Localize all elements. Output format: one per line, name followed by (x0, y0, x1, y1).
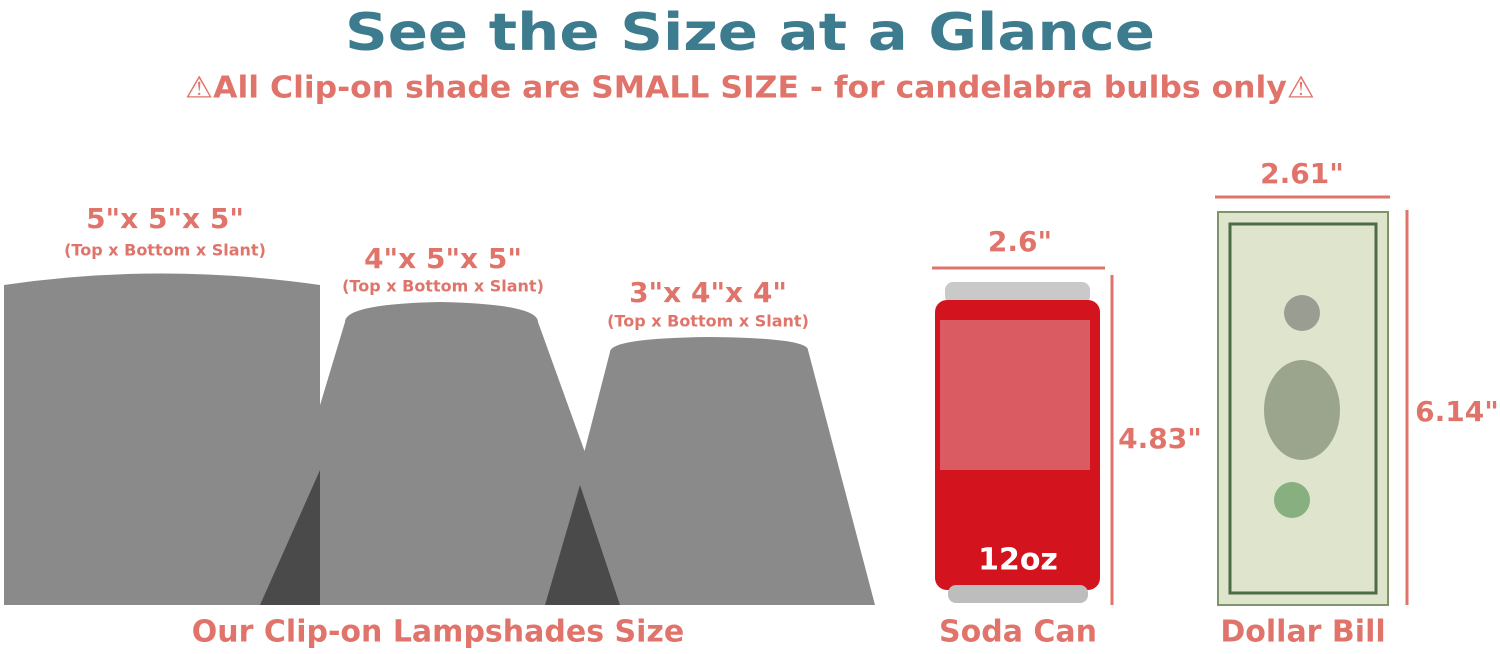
caption: Our Clip-on Lampshades Size (192, 615, 684, 650)
can-bottom (948, 585, 1088, 603)
can-body (935, 300, 1100, 590)
shade-size: 4"x 5"x 5" (364, 242, 522, 275)
shade-large (4, 273, 320, 605)
can-height: 4.83" (1118, 422, 1202, 455)
shade-note: (Top x Bottom x Slant) (64, 241, 266, 260)
shade-note: (Top x Bottom x Slant) (607, 312, 809, 331)
shade-small (545, 337, 875, 605)
title: See the Size at a Glance (345, 3, 1155, 63)
bill-seal (1284, 295, 1320, 331)
bill-border (1228, 222, 1378, 595)
shade-overlap (260, 470, 320, 605)
subtitle: ⚠All Clip-on shade are SMALL SIZE - for … (185, 71, 1315, 106)
shade-size: 5"x 5"x 5" (86, 202, 244, 235)
can-logo (940, 320, 1090, 470)
bill-portrait (1264, 360, 1340, 460)
bill-width: 2.61" (1260, 157, 1344, 190)
shade-size: 3"x 4"x 4" (629, 276, 787, 309)
caption: Soda Can (939, 615, 1097, 650)
shade-note: (Top x Bottom x Slant) (342, 277, 544, 296)
shade-medium (260, 302, 640, 605)
bill-seal (1274, 482, 1310, 518)
shade-overlap (545, 485, 620, 605)
can-top (945, 282, 1090, 304)
can-label: 12oz (978, 543, 1058, 578)
caption: Dollar Bill (1220, 615, 1385, 650)
bill-height: 6.14" (1415, 395, 1499, 428)
can-width: 2.6" (988, 225, 1052, 258)
